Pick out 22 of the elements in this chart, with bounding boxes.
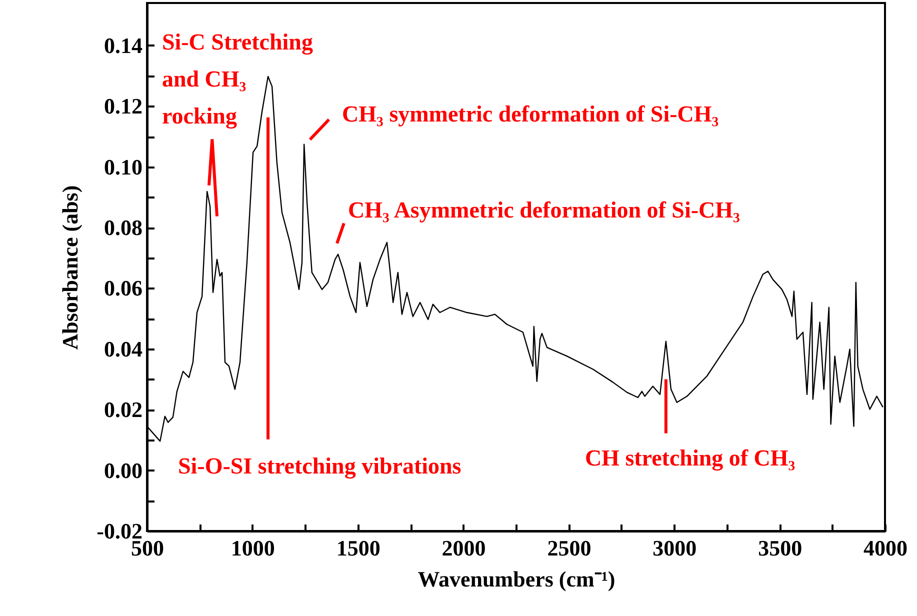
y-tick-label: 0.06 xyxy=(104,276,142,301)
annotation: Si-C Stretching and CH₃ rocking xyxy=(162,29,314,130)
x-tick-label: 3000 xyxy=(652,536,697,560)
y-axis-title: Absorbance (abs) xyxy=(58,185,83,350)
x-tick-label: 3500 xyxy=(758,536,802,560)
annotation: CH₃ Asymmetric deformation of Si-CH₃ xyxy=(348,198,740,223)
x-tick-label: 2500 xyxy=(547,536,592,560)
y-tick-label: 0.04 xyxy=(104,336,142,362)
x-tick-label: 4000 xyxy=(864,536,908,560)
annotation: Si-O-SI stretching vibrations xyxy=(178,453,462,480)
y-tick-label: 0.10 xyxy=(104,154,142,180)
y-tick-label: 0.02 xyxy=(104,397,142,422)
x-tick-label: 2000 xyxy=(442,536,486,560)
y-tick-label: 0.14 xyxy=(104,32,142,58)
annotation: CH stretching of CH₃ xyxy=(584,445,796,472)
y-tick-label: 0.08 xyxy=(104,215,142,240)
x-tick-label: 1500 xyxy=(336,536,380,560)
annotation: CH₃ symmetric deformation of Si-CH₃ xyxy=(342,101,719,126)
y-tick-label: 0.12 xyxy=(104,94,142,119)
x-tick-label: 1000 xyxy=(230,536,275,560)
y-tick-label: 0.00 xyxy=(104,458,142,483)
x-axis-title: Wavenumbers (cm⁻¹) xyxy=(418,566,616,592)
